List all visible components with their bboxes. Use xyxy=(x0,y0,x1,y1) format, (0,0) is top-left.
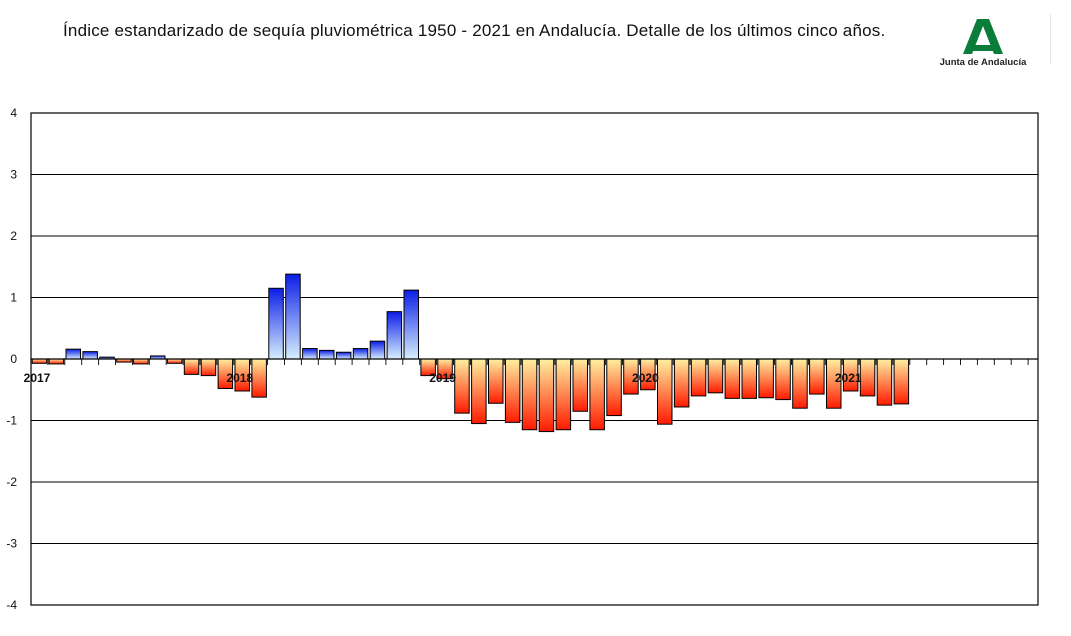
logo-text: Junta de Andalucía xyxy=(940,57,1027,68)
y-tick-label: 3 xyxy=(10,168,17,182)
bar xyxy=(82,351,98,360)
bar xyxy=(859,358,876,397)
bar xyxy=(876,358,893,406)
y-tick-label: -2 xyxy=(6,475,17,489)
bar xyxy=(133,358,149,365)
bar xyxy=(758,358,774,399)
x-year-label: 2018 xyxy=(226,371,253,385)
y-tick-labels: 4 3 2 1 0 -1 -2 -3 -4 xyxy=(6,106,17,612)
bar xyxy=(724,358,741,399)
junta-de-andalucia-logo: Junta de Andalucía xyxy=(940,19,1027,68)
x-year-label: 2020 xyxy=(632,371,659,385)
bar xyxy=(335,351,352,360)
bar xyxy=(65,348,81,360)
bar xyxy=(268,287,284,360)
bar xyxy=(31,358,48,364)
y-tick-label: 1 xyxy=(10,291,17,305)
header-divider xyxy=(1050,14,1051,64)
bar xyxy=(200,358,217,377)
bar xyxy=(589,358,605,431)
y-tick-label: 2 xyxy=(10,229,17,243)
bar xyxy=(741,358,757,399)
bar xyxy=(251,358,267,398)
logo-mark-icon xyxy=(963,19,1003,54)
bar xyxy=(809,358,825,395)
bar xyxy=(352,348,369,360)
bar xyxy=(775,358,791,401)
bar xyxy=(471,358,487,425)
x-year-label: 2017 xyxy=(24,371,51,385)
y-tick-label: 0 xyxy=(10,352,17,366)
x-ticks xyxy=(30,358,1038,365)
bar xyxy=(538,358,555,433)
bar xyxy=(403,289,419,360)
bar xyxy=(454,358,470,414)
bar xyxy=(555,358,572,431)
bar xyxy=(319,349,335,360)
bar xyxy=(302,348,318,360)
bar xyxy=(285,273,301,360)
bar xyxy=(673,358,690,408)
bar xyxy=(657,358,673,425)
plot-area xyxy=(30,112,1039,606)
bars xyxy=(31,273,910,433)
bar xyxy=(792,358,808,409)
y-tick-label: 4 xyxy=(10,106,17,120)
bar xyxy=(606,358,622,417)
y-tick-label: -4 xyxy=(6,598,17,612)
bar xyxy=(369,340,386,360)
x-year-label: 2021 xyxy=(835,371,862,385)
y-tick-label: -1 xyxy=(6,414,17,428)
bar xyxy=(48,358,65,365)
bar xyxy=(893,358,910,405)
bar xyxy=(183,358,200,375)
bar xyxy=(690,358,707,397)
bar xyxy=(521,358,538,431)
x-year-label: 2019 xyxy=(429,371,456,385)
bar xyxy=(707,358,724,394)
bar xyxy=(572,358,588,412)
bar xyxy=(488,358,504,404)
y-tick-label: -3 xyxy=(6,537,17,551)
bar xyxy=(386,311,403,360)
bar xyxy=(504,358,521,423)
bar xyxy=(166,358,183,364)
chart-title: Índice estandarizado de sequía pluviomét… xyxy=(63,21,886,40)
